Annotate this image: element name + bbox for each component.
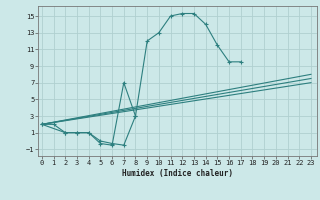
X-axis label: Humidex (Indice chaleur): Humidex (Indice chaleur) — [122, 169, 233, 178]
